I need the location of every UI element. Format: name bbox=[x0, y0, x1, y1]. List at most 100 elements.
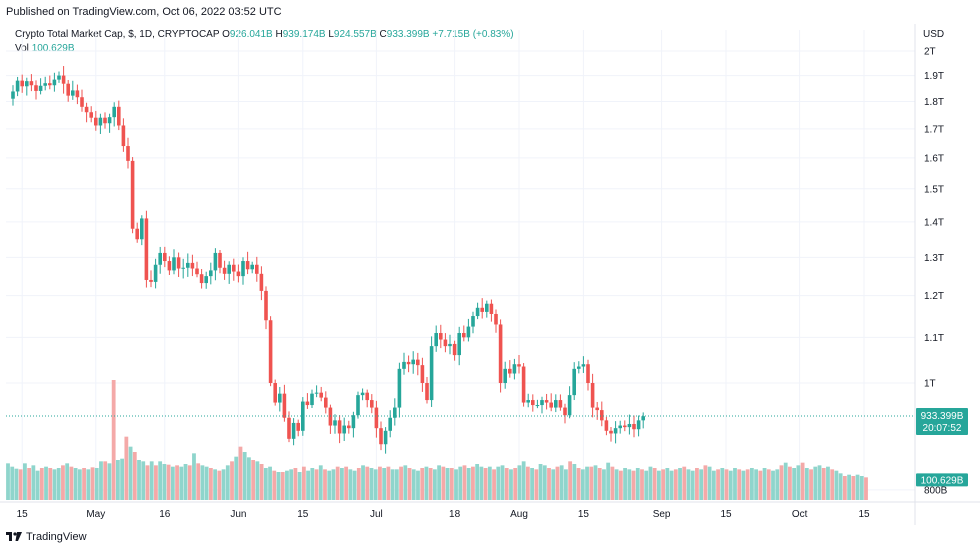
volume-bar bbox=[170, 466, 175, 500]
volume-bar bbox=[251, 460, 256, 500]
candle-body bbox=[517, 364, 521, 367]
candle-body bbox=[84, 106, 89, 113]
open-value: 926.041B bbox=[229, 29, 273, 40]
candle-body bbox=[531, 400, 535, 406]
candle-body bbox=[365, 392, 369, 401]
price-tick-label: 1.5T bbox=[924, 184, 944, 195]
volume-bar bbox=[445, 468, 450, 500]
candle-body bbox=[462, 333, 466, 338]
volume-bar bbox=[711, 470, 716, 500]
volume-bar bbox=[221, 469, 226, 500]
volume-bar bbox=[513, 468, 518, 500]
volume-bar bbox=[652, 468, 657, 500]
volume-bar bbox=[386, 466, 391, 500]
candle-body bbox=[80, 97, 84, 107]
candle-body bbox=[337, 420, 342, 434]
candle-body bbox=[172, 257, 176, 271]
candle-body bbox=[600, 410, 604, 421]
candle-body bbox=[29, 81, 34, 86]
volume-bar bbox=[82, 468, 86, 500]
candle-body bbox=[213, 252, 218, 271]
volume-bar bbox=[356, 468, 361, 500]
candle-body bbox=[567, 395, 572, 416]
volume-value: 100.629B bbox=[31, 43, 75, 54]
volume-bar bbox=[217, 470, 222, 500]
volume-bar bbox=[289, 469, 294, 500]
volume-bar bbox=[534, 469, 539, 500]
volume-bar bbox=[39, 468, 44, 500]
volume-bar bbox=[99, 461, 103, 500]
volume-bar bbox=[10, 466, 15, 500]
footer-brand[interactable]: TradingView bbox=[6, 531, 87, 543]
volume-bar bbox=[403, 465, 408, 500]
candle-body bbox=[342, 425, 346, 434]
price-tick-label: 1.4T bbox=[924, 217, 944, 228]
volume-bar bbox=[344, 466, 349, 500]
time-tick-label: 16 bbox=[159, 509, 171, 520]
volume-bar bbox=[817, 465, 822, 500]
volume-bar bbox=[437, 465, 442, 500]
volume-bar bbox=[623, 468, 627, 500]
candle-body bbox=[540, 400, 544, 406]
candle-body bbox=[485, 303, 489, 312]
volume-bar bbox=[352, 470, 357, 500]
candle-body bbox=[512, 364, 517, 374]
volume-bar bbox=[259, 464, 264, 500]
low-value: 924.557B bbox=[333, 29, 377, 40]
volume-bar bbox=[179, 466, 184, 500]
time-tick-label: 15 bbox=[578, 509, 590, 520]
candle-body bbox=[15, 80, 20, 92]
candle-body bbox=[190, 262, 195, 269]
candle-body bbox=[397, 368, 402, 408]
candle-body bbox=[130, 160, 135, 229]
volume-bar bbox=[500, 465, 505, 500]
volume-bar bbox=[610, 466, 615, 500]
volume-bar bbox=[475, 464, 480, 500]
volume-bar bbox=[314, 469, 319, 500]
candle-body bbox=[333, 420, 337, 426]
volume-bar bbox=[707, 466, 712, 500]
volume-bar bbox=[864, 477, 868, 500]
volume-bar bbox=[580, 469, 585, 500]
candle-body bbox=[554, 400, 558, 408]
volume-bar bbox=[411, 469, 416, 500]
time-tick-label: 15 bbox=[297, 509, 309, 520]
candle-body bbox=[374, 407, 379, 429]
volume-bar bbox=[454, 469, 458, 500]
volume-bar bbox=[200, 465, 205, 500]
volume-bar bbox=[149, 461, 154, 500]
currency-label[interactable]: USD bbox=[923, 29, 945, 40]
time-tick-label: Oct bbox=[792, 509, 808, 520]
candle-body bbox=[434, 333, 438, 347]
volume-bar bbox=[695, 468, 699, 500]
volume-bar bbox=[509, 469, 513, 500]
candle-body bbox=[388, 417, 392, 431]
volume-bar bbox=[673, 469, 678, 500]
volume-bar bbox=[720, 468, 725, 500]
candle-body bbox=[176, 257, 181, 269]
price-tick-label: 800B bbox=[924, 485, 948, 496]
candle-body bbox=[149, 279, 153, 282]
volume-bar bbox=[690, 470, 695, 500]
volume-bar bbox=[618, 470, 623, 500]
candle-body bbox=[457, 333, 461, 356]
volume-bar bbox=[593, 465, 598, 500]
volume-bar bbox=[276, 472, 281, 500]
candle-body bbox=[590, 383, 595, 408]
volume-bar bbox=[758, 470, 763, 500]
candle-body bbox=[94, 117, 98, 126]
candle-body bbox=[609, 430, 613, 434]
candle-body bbox=[296, 422, 300, 431]
candle-body bbox=[48, 83, 52, 86]
candle-body bbox=[581, 364, 586, 367]
time-tick-label: Jul bbox=[370, 509, 383, 520]
candle-body bbox=[595, 407, 599, 411]
candle-body bbox=[38, 85, 43, 91]
volume-bar bbox=[238, 446, 243, 500]
volume-bar bbox=[449, 468, 454, 500]
symbol-name[interactable]: Crypto Total Market Cap, $, 1D, CRYPTOCA… bbox=[15, 29, 220, 40]
volume-bar bbox=[6, 463, 10, 500]
candle-body bbox=[250, 264, 254, 270]
candle-body bbox=[117, 106, 121, 126]
